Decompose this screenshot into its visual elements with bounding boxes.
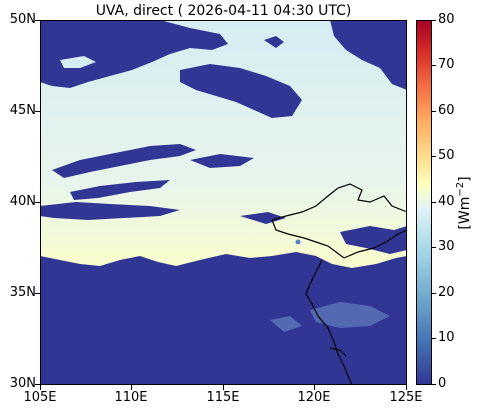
colorbar-label: 0 <box>438 376 447 391</box>
lon-tick <box>314 385 315 390</box>
colorbar-gradient <box>417 21 431 384</box>
colorbar <box>416 20 432 385</box>
colorbar-label: 50 <box>438 148 455 163</box>
lat-label: 50N <box>9 12 36 27</box>
lat-tick <box>35 384 40 385</box>
lon-label: 105E <box>23 390 57 405</box>
lat-tick <box>35 293 40 294</box>
colorbar-label: 20 <box>438 285 455 300</box>
colorbar-unit-base: [Wm <box>456 196 473 230</box>
map-title: UVA, direct ( 2026-04-11 04:30 UTC) <box>95 3 352 19</box>
colorbar-unit-exponent: −2 <box>455 181 467 197</box>
colorbar-label: 60 <box>438 103 455 118</box>
lat-tick <box>35 111 40 112</box>
lat-label: 35N <box>9 285 36 300</box>
colorbar-unit-suffix: ] <box>456 176 473 182</box>
colorbar-tick <box>432 293 436 294</box>
cloud-cover <box>40 20 407 385</box>
colorbar-label: 70 <box>438 57 455 72</box>
coastline <box>271 183 407 385</box>
lat-tick <box>35 202 40 203</box>
lon-label: 120E <box>297 390 331 405</box>
lat-label: 45N <box>9 103 36 118</box>
colorbar-tick <box>432 65 436 66</box>
colorbar-tick <box>432 156 436 157</box>
lat-tick <box>35 20 40 21</box>
lon-tick <box>406 385 407 390</box>
lon-label: 110E <box>114 390 148 405</box>
island-marker <box>295 239 301 245</box>
colorbar-tick <box>432 20 436 21</box>
colorbar-tick <box>432 384 436 385</box>
colorbar-unit: [Wm−2] <box>455 176 473 229</box>
lon-label: 125E <box>389 390 423 405</box>
colorbar-label: 80 <box>438 12 455 27</box>
lon-tick <box>223 385 224 390</box>
colorbar-label: 40 <box>438 194 455 209</box>
thin-cloud-patches <box>270 302 390 332</box>
lat-label: 30N <box>9 376 36 391</box>
lon-tick <box>131 385 132 390</box>
lon-label: 115E <box>206 390 240 405</box>
lon-tick <box>40 385 41 390</box>
map-plot-area <box>40 20 407 385</box>
colorbar-tick <box>432 111 436 112</box>
colorbar-tick <box>432 202 436 203</box>
colorbar-label: 30 <box>438 239 455 254</box>
colorbar-label: 10 <box>438 330 455 345</box>
colorbar-tick <box>432 338 436 339</box>
colorbar-tick <box>432 247 436 248</box>
lat-label: 40N <box>9 194 36 209</box>
